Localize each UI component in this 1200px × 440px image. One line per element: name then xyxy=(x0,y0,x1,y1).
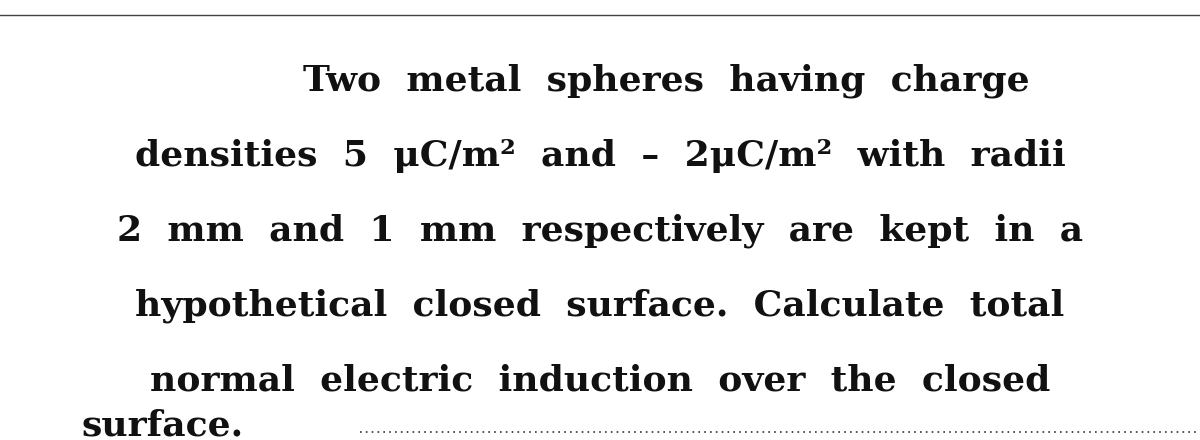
Text: normal  electric  induction  over  the  closed: normal electric induction over the close… xyxy=(150,363,1050,397)
Text: hypothetical  closed  surface.  Calculate  total: hypothetical closed surface. Calculate t… xyxy=(136,288,1064,323)
Text: surface.: surface. xyxy=(82,408,244,440)
Text: 2  mm  and  1  mm  respectively  are  kept  in  a: 2 mm and 1 mm respectively are kept in a xyxy=(116,213,1084,248)
Text: densities  5  μC/m²  and  –  2μC/m²  with  radii: densities 5 μC/m² and – 2μC/m² with radi… xyxy=(134,139,1066,172)
Text: Two  metal  spheres  having  charge: Two metal spheres having charge xyxy=(302,64,1030,98)
